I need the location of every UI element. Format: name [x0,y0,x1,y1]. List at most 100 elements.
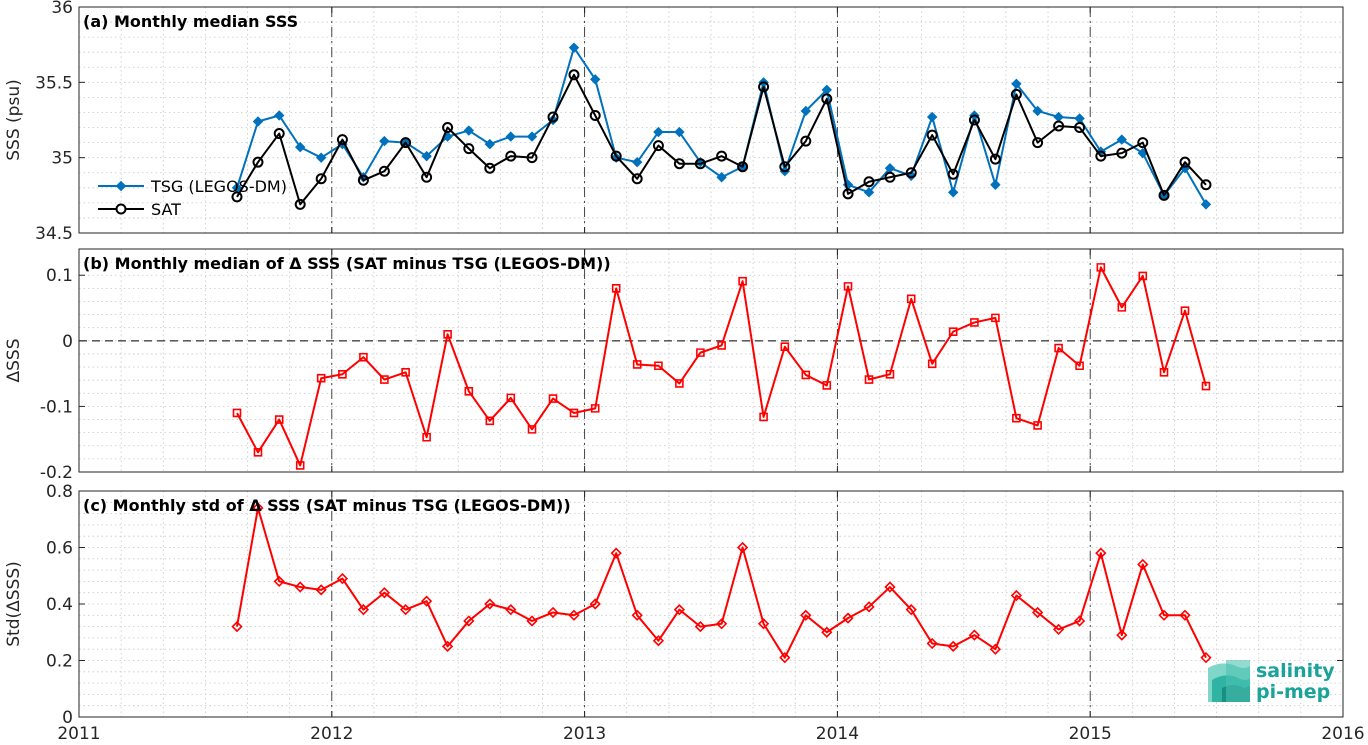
logo-line-1: salinity [1256,660,1335,682]
legend-marker [115,180,127,192]
data-point [989,153,1001,165]
data-point [926,111,938,123]
data-point [989,643,1002,655]
data-point [1158,609,1170,621]
data-point [443,329,452,339]
series-line [236,266,1207,467]
data-point [1054,343,1063,353]
legend: TSG (LEGOS-DM) SAT [98,177,287,219]
data-point [653,126,664,138]
data-point [1010,88,1022,100]
data-point [231,620,243,633]
data-point [1116,147,1128,159]
data-point [589,598,601,610]
data-point [1116,134,1128,145]
data-point [294,581,306,593]
data-point [821,93,833,105]
data-point [1031,606,1044,619]
data-point [652,140,664,152]
y-axis-label: Std(ΔSSS) [4,561,24,647]
data-point [864,375,874,384]
x-tick-label: 2012 [310,724,353,744]
y-tick-label: 35 [51,149,73,169]
data-point [484,162,496,174]
data-point [717,341,726,350]
data-point [884,171,896,183]
data-point [421,150,432,162]
data-point [800,609,812,621]
data-point [779,161,791,173]
data-point [295,461,305,470]
data-point [800,135,812,147]
data-point [947,640,959,653]
data-point [527,425,537,434]
data-point [590,74,601,85]
data-point [1033,421,1042,430]
data-point [737,161,749,173]
data-point [378,587,391,599]
data-point [970,318,979,327]
data-point [568,69,580,81]
data-point [568,42,580,53]
series-sat [231,69,1212,210]
data-point [673,604,686,616]
data-point [863,601,875,613]
data-point [274,110,285,121]
x-tick-label: 2013 [563,724,606,744]
data-point [1201,381,1211,391]
y-tick-label: 0 [62,708,73,728]
data-point [505,604,517,616]
data-point [1137,137,1149,149]
data-point [1137,558,1149,571]
data-point [1012,413,1021,423]
data-point [631,156,643,168]
x-tick-label: 2016 [1321,724,1364,744]
data-point [526,131,538,142]
data-point [757,618,770,630]
data-point [1053,120,1065,132]
data-point [1159,368,1169,377]
data-point [1138,271,1148,281]
data-point [359,352,368,362]
data-point [1117,303,1127,312]
data-point [675,379,684,388]
data-point [1011,78,1022,90]
data-point [1032,137,1044,149]
data-point [1200,199,1212,210]
data-point [1158,189,1170,201]
data-point [294,198,306,210]
data-point [654,361,663,371]
data-point [694,158,706,170]
legend-label: SAT [151,200,181,219]
axes-box [78,6,1344,234]
data-point [801,370,811,380]
data-point [1200,652,1212,664]
data-point [842,188,854,200]
data-point [420,595,433,607]
data-point [252,156,264,168]
data-point [674,126,685,138]
series-line [236,73,1207,206]
y-tick-label: -0.2 [40,463,73,483]
data-point [905,604,917,616]
data-point [1032,105,1043,117]
data-point [1179,156,1191,168]
data-point [336,572,349,585]
data-point [631,173,643,185]
data-point [1053,111,1064,123]
data-point [378,165,390,177]
data-point [315,152,327,163]
data-point [780,342,790,352]
data-point [399,604,412,616]
data-point [906,294,916,304]
logo-waves-icon [1208,660,1250,702]
data-point [463,615,475,627]
y-tick-label: 36 [51,0,73,18]
data-point [252,116,264,127]
data-point [1095,547,1107,559]
data-point [463,125,475,136]
series-tsg-legos-dm [231,42,1212,210]
data-point [926,637,938,650]
data-point [696,348,705,357]
data-point [1052,623,1065,636]
